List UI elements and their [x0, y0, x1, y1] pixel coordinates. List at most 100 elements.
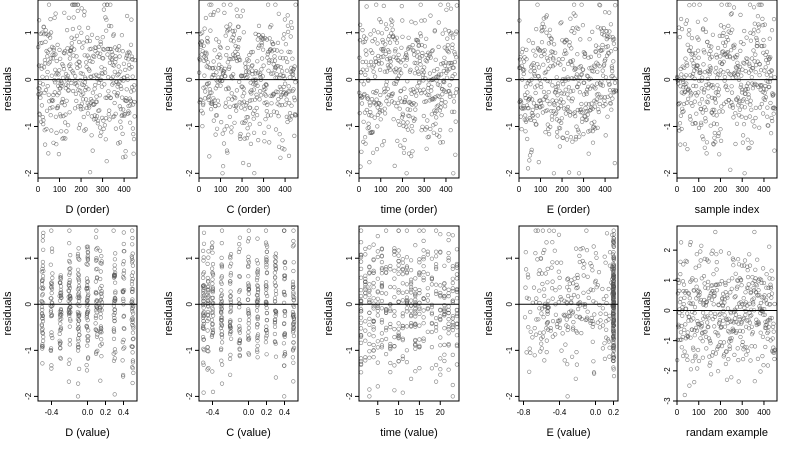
data-point [263, 299, 269, 304]
data-point [413, 286, 418, 292]
data-point [450, 42, 455, 47]
data-point [706, 94, 711, 99]
data-point [130, 57, 135, 62]
data-point [218, 347, 224, 353]
data-point [543, 94, 548, 100]
data-point [450, 45, 455, 51]
data-point [695, 63, 700, 68]
data-point [446, 342, 451, 347]
data-point [445, 36, 450, 41]
data-point [532, 68, 537, 73]
data-point [682, 142, 688, 147]
data-point [445, 42, 451, 48]
data-point [752, 21, 757, 26]
data-point [77, 59, 82, 65]
data-point [524, 295, 530, 300]
data-point [442, 295, 447, 300]
data-point [245, 115, 250, 120]
data-point [246, 311, 251, 316]
data-point [400, 18, 405, 23]
data-point [595, 69, 600, 74]
data-point [228, 56, 233, 62]
data-point [689, 58, 694, 63]
data-point [67, 241, 72, 246]
data-point [291, 291, 296, 296]
data-point [452, 50, 457, 55]
data-point [586, 102, 592, 107]
data-point [375, 360, 380, 365]
data-point [416, 43, 422, 48]
data-point [688, 101, 694, 106]
data-point [80, 106, 85, 111]
data-point [431, 123, 436, 128]
data-point [111, 32, 116, 37]
data-point [210, 310, 215, 315]
data-point [260, 33, 266, 38]
data-point [413, 292, 418, 297]
data-point [388, 307, 393, 312]
data-point [364, 36, 369, 41]
data-point [225, 45, 230, 51]
data-point [126, 49, 131, 54]
data-point [363, 282, 368, 287]
data-point [235, 14, 240, 19]
data-point [88, 58, 93, 64]
data-point [278, 55, 283, 60]
data-point [420, 124, 425, 129]
data-point [75, 254, 80, 259]
data-point [283, 259, 288, 264]
data-point [421, 336, 426, 341]
data-point [400, 323, 405, 329]
data-point [716, 131, 721, 136]
data-point [93, 289, 98, 295]
data-point [229, 74, 234, 79]
data-point [573, 376, 578, 381]
data-point [524, 57, 529, 62]
x-tick-label: 0 [36, 185, 41, 194]
data-point [442, 358, 447, 364]
data-point [526, 105, 531, 111]
data-point [598, 311, 603, 316]
data-point [552, 101, 557, 106]
data-point [428, 126, 433, 132]
data-point [379, 31, 385, 36]
data-point [545, 311, 550, 317]
data-point [237, 338, 242, 343]
data-point [424, 125, 429, 130]
data-point [454, 333, 460, 338]
data-point [83, 127, 88, 132]
data-point [714, 113, 719, 118]
data-point [58, 325, 64, 331]
data-point [404, 348, 410, 353]
data-point [537, 268, 542, 273]
data-point [742, 258, 748, 263]
data-point [359, 326, 364, 331]
data-point [93, 279, 98, 284]
data-point [554, 75, 559, 80]
data-point [529, 97, 535, 102]
data-point [404, 264, 410, 269]
data-point [96, 44, 101, 50]
data-point [696, 90, 701, 95]
data-point [603, 260, 608, 265]
data-point [204, 52, 209, 57]
data-point [714, 122, 720, 127]
data-point [255, 325, 260, 330]
data-point [93, 308, 99, 313]
data-point [75, 2, 81, 7]
data-point [610, 328, 616, 333]
data-point [409, 308, 414, 313]
data-point [49, 333, 54, 338]
x-tick-label: 300 [418, 185, 432, 194]
y-tick-label: -2 [345, 169, 354, 177]
data-point [62, 49, 68, 54]
data-point [363, 135, 368, 140]
data-point [364, 4, 369, 9]
data-point [431, 96, 436, 101]
data-point [231, 39, 236, 44]
data-point [707, 69, 712, 75]
data-point [363, 358, 368, 363]
data-point [768, 100, 773, 106]
data-point [731, 320, 736, 325]
